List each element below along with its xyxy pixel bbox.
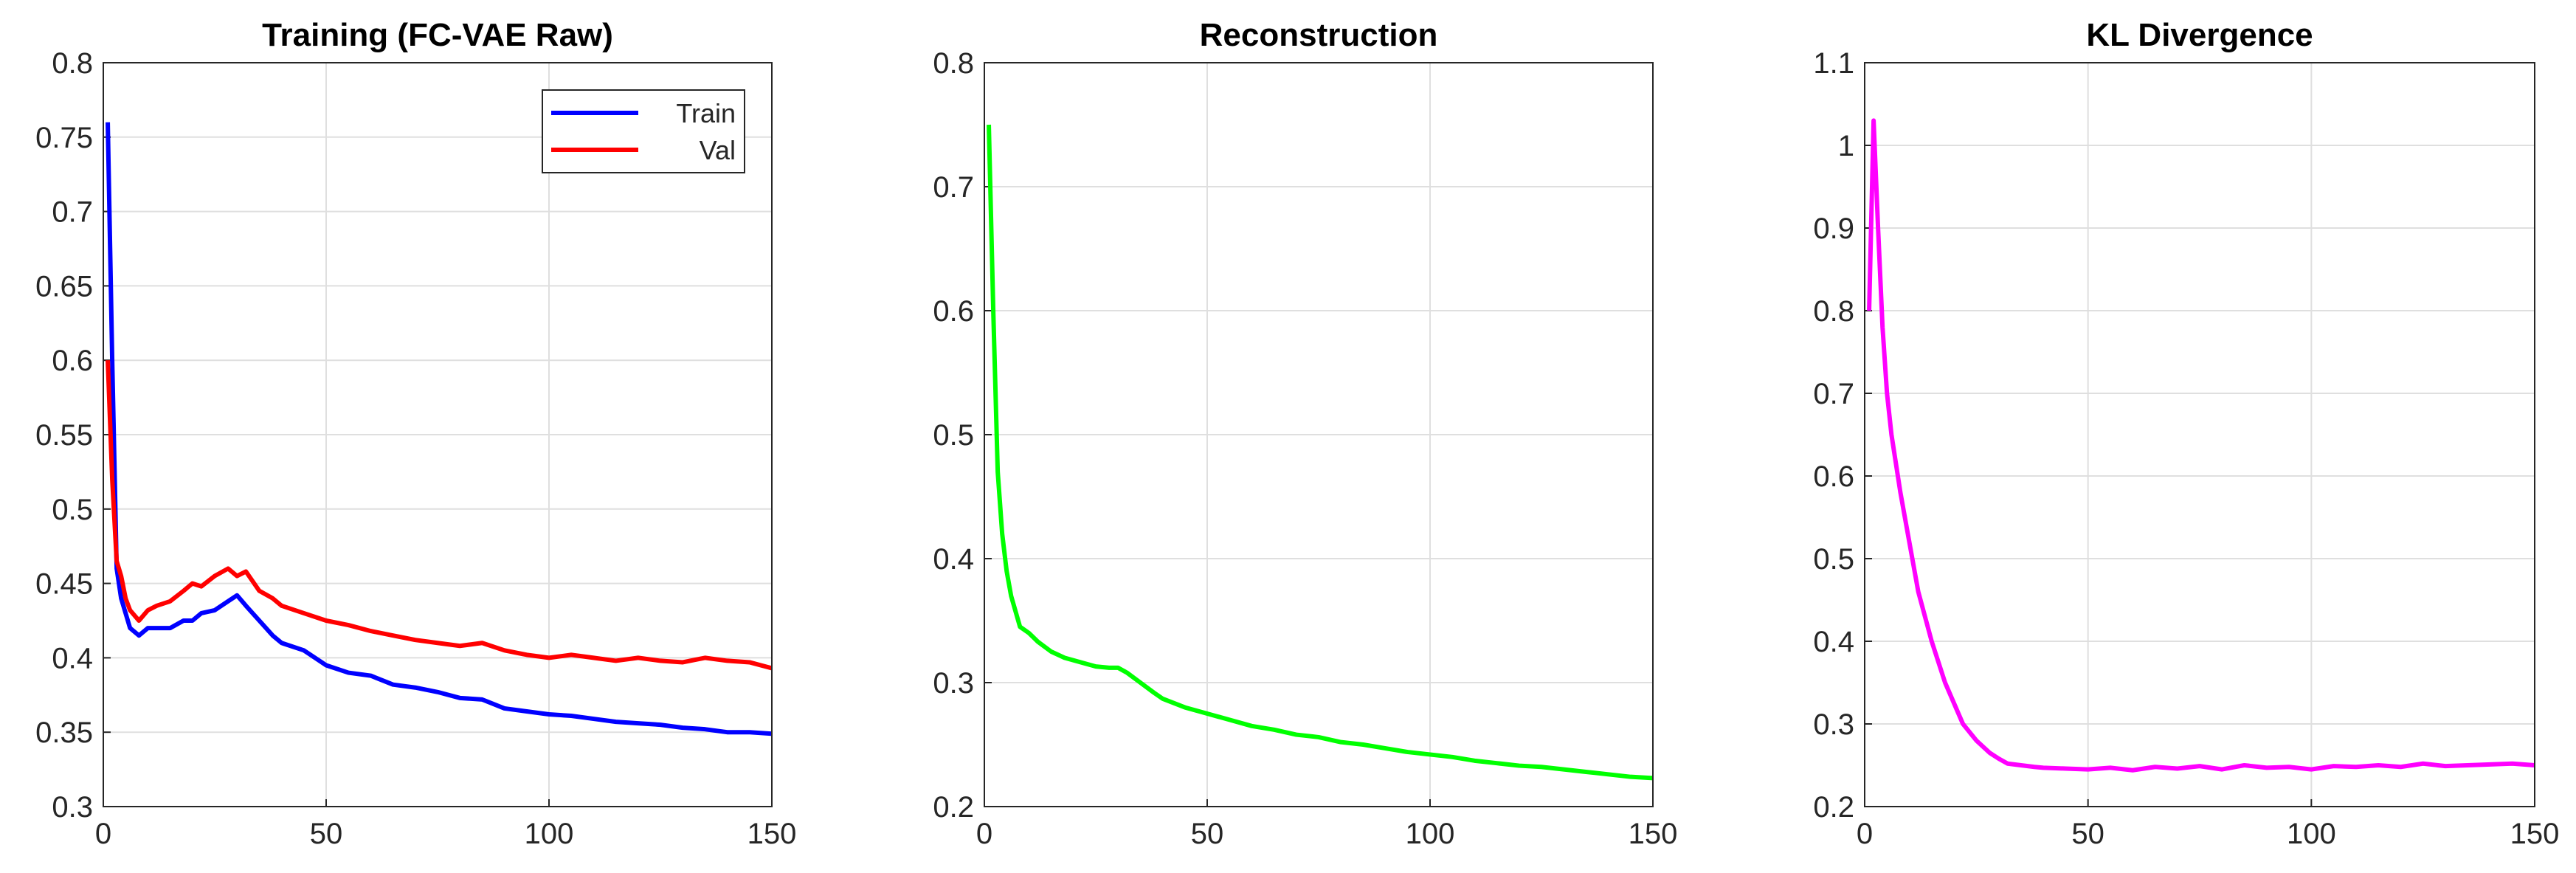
y-tick-label: 0.5 (933, 419, 974, 452)
y-tick-label: 0.6 (1813, 460, 1854, 493)
x-tick-label: 100 (1406, 818, 1455, 850)
chart-title: Training (FC-VAE Raw) (262, 17, 613, 53)
legend-label: Val (700, 135, 736, 165)
y-tick-label: 0.35 (35, 717, 93, 749)
y-tick-label: 1.1 (1813, 47, 1854, 80)
axes-box (1864, 62, 2535, 807)
legend-label: Train (676, 98, 736, 128)
series-group (987, 124, 1653, 781)
y-tick-label: 0.6 (933, 295, 974, 328)
y-tick-label: 0.6 (52, 345, 93, 377)
y-tick-label: 0.75 (35, 122, 93, 154)
subplot: 0.2 0.3 0.4 0.5 0.6 0.7 0.8 0 50 100 150 Reconstruc… (933, 17, 1677, 850)
x-tick-label: 0 (1857, 818, 1873, 850)
y-tick-label: 0.3 (52, 791, 93, 824)
y-tick-label: 0.4 (1813, 626, 1854, 658)
x-tick-label: 150 (747, 818, 797, 850)
series-group (1867, 118, 2535, 773)
x-tick-label: 0 (976, 818, 992, 850)
series-line (106, 122, 772, 736)
x-tick-label: 50 (1191, 818, 1224, 850)
y-tick-label: 0.8 (1813, 295, 1854, 328)
y-tick-label: 0.7 (933, 171, 974, 204)
y-tick-label: 0.3 (1813, 708, 1854, 741)
series-group (106, 122, 772, 736)
y-tick-label: 0.5 (1813, 543, 1854, 576)
series-line (106, 360, 772, 671)
x-tick-label: 0 (95, 818, 111, 850)
y-tick-label: 0.7 (52, 196, 93, 229)
x-tick-label: 100 (2287, 818, 2336, 850)
plot-area (1865, 63, 2535, 807)
y-tick-label: 0.3 (933, 667, 974, 700)
subplot: 0.2 0.3 0.4 0.5 0.6 0.7 0.8 0.9 1 1.1 0 50 100 150 KL … (1813, 17, 2559, 850)
y-tick-label: 0.45 (35, 568, 93, 601)
chart-title: Reconstruction (1200, 17, 1438, 53)
y-tick-label: 0.9 (1813, 213, 1854, 245)
x-tick-label: 150 (2510, 818, 2560, 850)
x-tick-label: 50 (2071, 818, 2104, 850)
x-tick-label: 150 (1629, 818, 1678, 850)
y-tick-label: 1 (1838, 130, 1854, 162)
y-tick-label: 0.5 (52, 494, 93, 526)
chart-title: KL Divergence (2086, 17, 2313, 53)
axes-box (984, 62, 1654, 807)
series-line (1867, 118, 2535, 773)
y-tick-label: 0.8 (52, 47, 93, 80)
subplot: 0.3 0.35 0.4 0.45 0.5 0.55 0.6 0.65 0.7 0.75 0.8 0 5… (35, 17, 796, 850)
series-line (987, 124, 1653, 781)
y-tick-label: 0.4 (933, 543, 974, 576)
y-tick-label: 0.8 (933, 47, 974, 80)
x-tick-label: 50 (310, 818, 343, 850)
y-tick-label: 0.4 (52, 642, 93, 674)
y-tick-label: 0.65 (35, 270, 93, 303)
y-tick-label: 0.2 (1813, 791, 1854, 824)
y-tick-label: 0.55 (35, 419, 93, 452)
y-tick-label: 0.7 (1813, 378, 1854, 410)
legend-box (542, 89, 745, 173)
x-tick-label: 100 (525, 818, 574, 850)
y-tick-label: 0.2 (933, 791, 974, 824)
axes-box (103, 62, 773, 807)
